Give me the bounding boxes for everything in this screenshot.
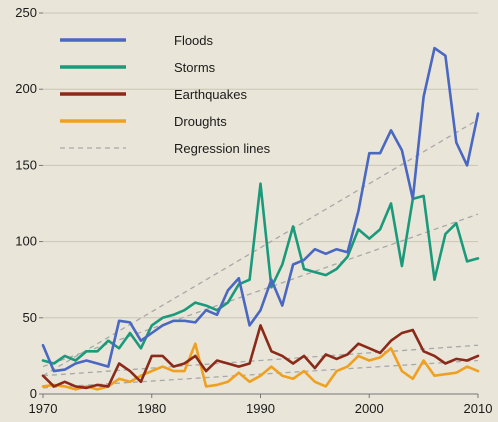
regression-line-floods	[42, 119, 479, 377]
x-tick-label-1970: 1970	[29, 401, 58, 416]
grid-lines	[43, 12, 478, 395]
x-tick-label-1980: 1980	[137, 401, 166, 416]
y-tick-label-0: 0	[30, 386, 37, 401]
series-lines	[41, 46, 480, 391]
x-axis-ticks: 1970 1980 1990 2000 2010	[29, 394, 493, 416]
x-tick-label-2000: 2000	[355, 401, 384, 416]
y-tick-label-200: 200	[15, 81, 37, 96]
series-line-earthquakes	[41, 324, 480, 390]
legend-label-storms: Storms	[174, 60, 216, 75]
series-line-storms	[41, 182, 480, 365]
y-tick-label-100: 100	[15, 234, 37, 249]
legend-label-earthquakes: Earthquakes	[174, 87, 247, 102]
regression-lines	[42, 119, 479, 389]
regression-line-storms	[42, 213, 479, 368]
regression-line-earthquakes	[42, 344, 479, 377]
series-line-floods	[41, 46, 480, 373]
y-tick-label-150: 150	[15, 157, 37, 172]
y-tick-label-250: 250	[15, 5, 37, 20]
y-tick-label-50: 50	[23, 310, 37, 325]
legend-label-regression-lines: Regression lines	[174, 141, 271, 156]
y-axis-ticks: 0 50 100 150 200 250	[15, 5, 43, 401]
x-tick-label-1990: 1990	[246, 401, 275, 416]
x-tick-label-2010: 2010	[464, 401, 493, 416]
legend: Floods Storms Earthquakes Droughts Regressio…	[60, 33, 271, 156]
legend-label-floods: Floods	[174, 33, 214, 48]
series-line-droughts	[41, 342, 480, 391]
legend-label-droughts: Droughts	[174, 114, 227, 129]
